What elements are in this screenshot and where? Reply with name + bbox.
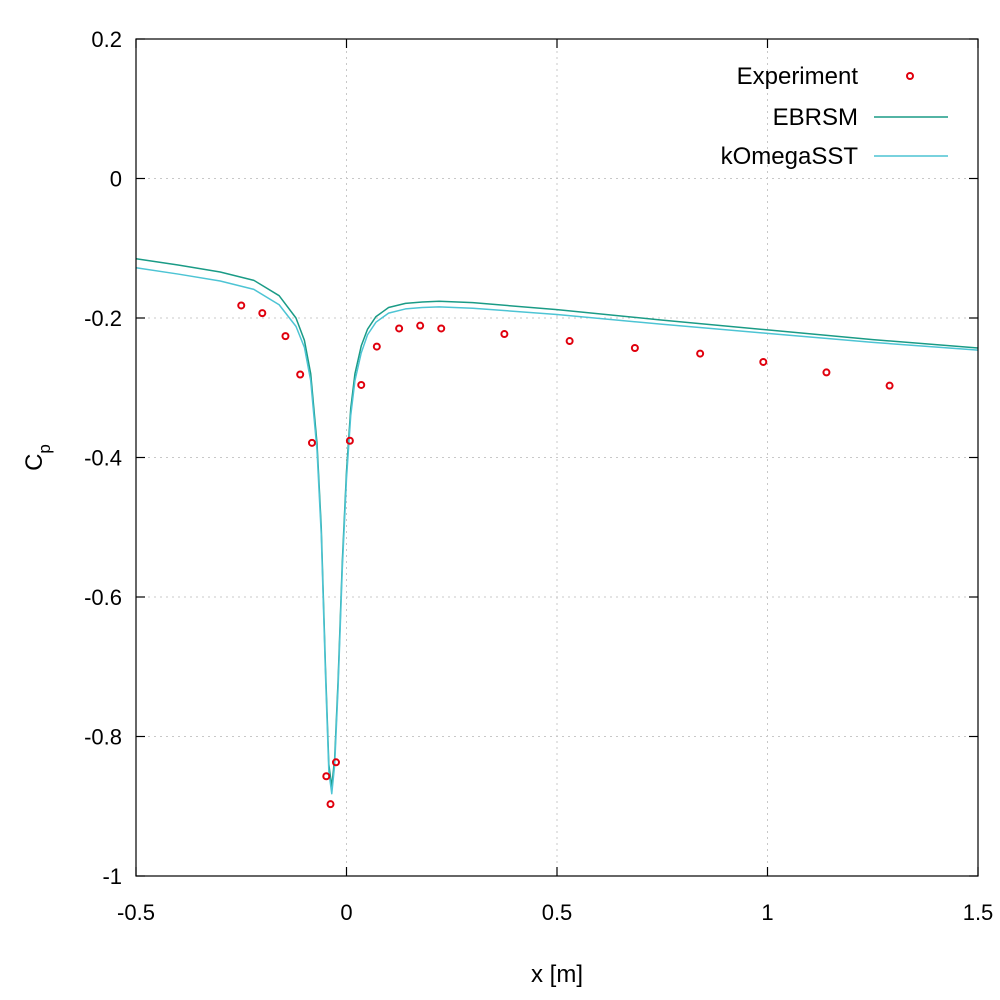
y-tick-label: -1 [102, 864, 122, 889]
data-point-Experiment [885, 381, 894, 390]
axis-labels: x [m] Cp [21, 444, 583, 988]
y-axis-label: Cp [21, 444, 54, 471]
x-tick-label: 1 [761, 900, 773, 925]
y-axis-label-main: C [21, 454, 48, 471]
data-point-Experiment [357, 380, 366, 389]
data-point-Experiment [500, 330, 509, 339]
y-tick-label: -0.2 [84, 306, 122, 331]
legend-label: EBRSM [773, 104, 858, 131]
data-point-Experiment [331, 758, 340, 767]
legend: Experiment EBRSM kOmegaSST [721, 63, 948, 170]
y-axis-label-subscript: p [35, 444, 54, 453]
data-point-Experiment [416, 321, 425, 330]
x-tick-label: 0.5 [542, 900, 573, 925]
x-tick-label: -0.5 [117, 900, 155, 925]
legend-label: Experiment [737, 63, 859, 90]
data-point-Experiment [437, 324, 446, 333]
data-point-Experiment [822, 368, 831, 377]
x-tick-label: 0 [340, 900, 352, 925]
data-point-Experiment [565, 337, 574, 346]
ticks: -0.5 0 0.5 1 1.5 -1 -0.8 -0.6 -0.4 -0.2 0 0.2 [84, 27, 993, 925]
data-point-Experiment [345, 436, 354, 445]
data-point-Experiment [322, 772, 331, 781]
series-layer [135, 257, 979, 809]
y-tick-label: -0.6 [84, 585, 122, 610]
data-point-Experiment [296, 370, 305, 379]
data-point-Experiment [630, 343, 639, 352]
y-tick-label: 0 [110, 167, 122, 192]
x-axis-label: x [m] [531, 961, 583, 988]
data-point-Experiment [258, 309, 267, 318]
y-tick-label: 0.2 [91, 27, 122, 52]
y-tick-label: -0.8 [84, 725, 122, 750]
data-point-Experiment [326, 800, 335, 809]
data-point-Experiment [372, 342, 381, 351]
data-point-Experiment [281, 332, 290, 341]
data-point-Experiment [759, 357, 768, 366]
data-point-Experiment [307, 438, 316, 447]
x-tick-label: 1.5 [963, 900, 994, 925]
legend-marker-Experiment [906, 72, 914, 80]
legend-label: kOmegaSST [721, 143, 859, 170]
data-point-Experiment [237, 301, 246, 310]
y-tick-label: -0.4 [84, 446, 122, 471]
grid [136, 39, 978, 876]
data-point-Experiment [395, 324, 404, 333]
data-point-Experiment [696, 349, 705, 358]
series-line-EBRSM [135, 257, 979, 788]
series-line-kOmegaSST [135, 267, 979, 795]
